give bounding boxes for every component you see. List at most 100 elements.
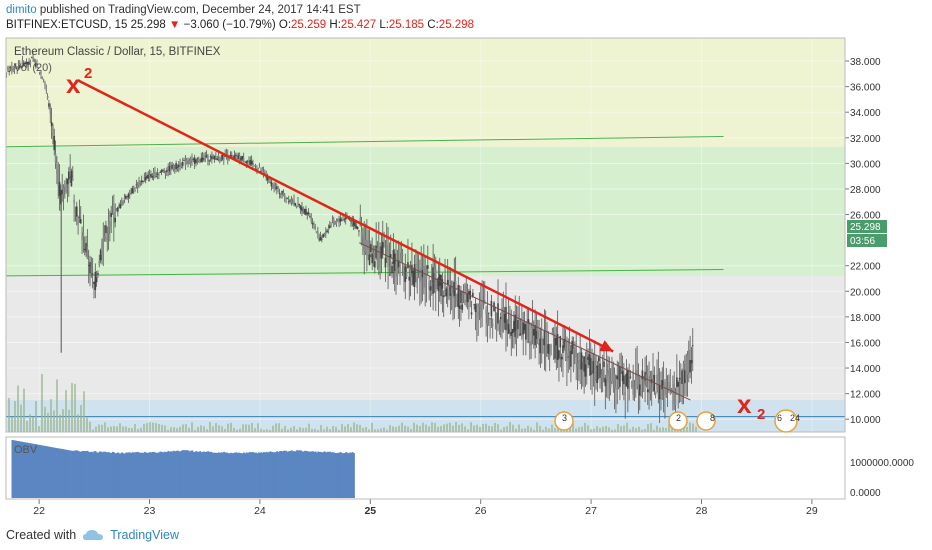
candle-body [53, 136, 56, 151]
volume-bar [29, 414, 31, 432]
candle-body [562, 345, 564, 353]
candle-body [30, 57, 33, 59]
volume-bar [323, 429, 325, 432]
obv-bar [71, 450, 73, 498]
obv-bar [153, 451, 155, 498]
candle-body [85, 242, 87, 253]
candle-body [164, 172, 167, 174]
candle-body [628, 381, 630, 383]
volume-bar [584, 422, 586, 432]
obv-bar [104, 451, 106, 498]
candle-body [491, 323, 494, 326]
candle-body [172, 164, 175, 170]
event-badge[interactable]: 3 [554, 411, 574, 431]
obv-bar [174, 451, 177, 498]
volume-bar [536, 422, 538, 432]
obv-bar [194, 451, 196, 498]
candle-body [589, 358, 592, 376]
obv-bar [49, 446, 52, 498]
candle-body [168, 166, 171, 172]
candle-body [509, 316, 511, 329]
candle-body [624, 392, 627, 395]
red-trend-arrow [77, 79, 614, 353]
candle-body [612, 364, 615, 382]
candle-body [464, 299, 466, 304]
obv-bar [106, 452, 109, 498]
candle-body [176, 167, 179, 168]
volume-bar [545, 426, 547, 432]
obv-bar [292, 451, 294, 498]
candle-body [355, 225, 358, 229]
volume-bar [140, 427, 142, 432]
volume-bar [38, 426, 40, 432]
candle-body [684, 370, 686, 384]
volume-bar [251, 423, 253, 432]
event-badge[interactable]: 6 24 [774, 409, 800, 433]
candle-body [571, 340, 574, 355]
candle-body [584, 364, 587, 377]
candle-body [50, 122, 53, 127]
candle-body [110, 213, 113, 217]
candle-body [452, 293, 454, 299]
obv-bar [44, 446, 47, 498]
author-link[interactable]: dimito [6, 4, 37, 16]
event-badge[interactable]: 8 [696, 411, 716, 431]
candle-body [66, 178, 69, 185]
obv-bar [351, 452, 354, 498]
candle-body [250, 160, 253, 165]
candle-body [497, 303, 499, 324]
candle-body [529, 341, 531, 347]
candle-body [423, 266, 425, 287]
zone-trend-line [5, 136, 724, 148]
candle-body [188, 160, 191, 165]
candle-body [450, 285, 453, 294]
obv-bar [206, 451, 208, 498]
candle-body [608, 370, 611, 377]
candle-body [119, 204, 122, 209]
candle-body [309, 216, 311, 218]
candle-body [381, 241, 384, 255]
volume-bar [107, 427, 109, 432]
candle-body [384, 257, 387, 268]
obv-bar [121, 452, 124, 498]
event-badge-count: 6 [777, 413, 782, 423]
candle-body [64, 186, 66, 188]
candle-body [148, 174, 151, 180]
volume-bar [356, 424, 358, 432]
candle-body [17, 62, 20, 64]
candle-body [638, 384, 641, 396]
volume-bar [146, 423, 148, 432]
candle-body [672, 392, 674, 394]
obv-bar [176, 450, 179, 498]
candle-body [691, 345, 694, 347]
candle-body [270, 181, 273, 187]
candle-body [376, 247, 379, 268]
volume-bar [572, 423, 574, 432]
event-badge-count: 24 [790, 413, 800, 423]
candle-body [305, 209, 307, 215]
candle-body [207, 155, 209, 162]
volume-bar [77, 414, 79, 432]
volume-bar [503, 427, 505, 432]
obv-bar [22, 441, 24, 498]
obv-bar [244, 453, 247, 498]
candle-body [429, 286, 432, 291]
volume-bar [353, 422, 355, 432]
volume-bar [104, 422, 106, 432]
obv-bar [255, 452, 257, 498]
volume-bar [458, 424, 460, 432]
volume-bar [479, 426, 481, 432]
candle-body [79, 219, 82, 224]
obv-bar [167, 450, 170, 498]
tradingview-link[interactable]: TradingView [110, 528, 179, 542]
obv-bar [188, 451, 191, 498]
obv-bar [297, 450, 300, 498]
obv-bar [86, 450, 89, 498]
event-badge[interactable]: 2 [668, 411, 688, 431]
candle-body [478, 304, 481, 307]
candle-body [199, 159, 201, 162]
obv-bar [178, 451, 181, 498]
y-tick-label: 22.000 [850, 262, 881, 273]
obv-bar [143, 451, 146, 498]
